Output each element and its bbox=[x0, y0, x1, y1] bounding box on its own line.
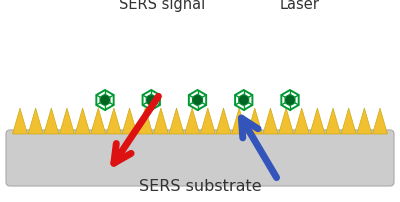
Polygon shape bbox=[263, 108, 278, 134]
Polygon shape bbox=[12, 108, 28, 134]
Polygon shape bbox=[28, 108, 43, 134]
Circle shape bbox=[239, 95, 249, 105]
Polygon shape bbox=[310, 108, 325, 134]
Circle shape bbox=[100, 95, 110, 105]
Polygon shape bbox=[200, 108, 215, 134]
Polygon shape bbox=[122, 108, 137, 134]
Polygon shape bbox=[278, 108, 294, 134]
Polygon shape bbox=[169, 108, 184, 134]
Polygon shape bbox=[216, 108, 231, 134]
Polygon shape bbox=[60, 108, 74, 134]
Polygon shape bbox=[75, 108, 90, 134]
Text: SERS substrate: SERS substrate bbox=[139, 179, 261, 194]
Polygon shape bbox=[247, 108, 262, 134]
Circle shape bbox=[285, 95, 295, 105]
Polygon shape bbox=[106, 108, 122, 134]
Text: SERS signal: SERS signal bbox=[119, 0, 205, 12]
Polygon shape bbox=[138, 108, 153, 134]
Polygon shape bbox=[357, 108, 372, 134]
Circle shape bbox=[192, 95, 202, 105]
Polygon shape bbox=[153, 108, 168, 134]
FancyBboxPatch shape bbox=[6, 130, 394, 186]
Polygon shape bbox=[185, 108, 200, 134]
Circle shape bbox=[146, 95, 156, 105]
Text: Laser: Laser bbox=[280, 0, 320, 12]
Polygon shape bbox=[294, 108, 309, 134]
Polygon shape bbox=[44, 108, 59, 134]
Polygon shape bbox=[326, 108, 340, 134]
Polygon shape bbox=[232, 108, 247, 134]
Polygon shape bbox=[372, 108, 388, 134]
Polygon shape bbox=[91, 108, 106, 134]
Polygon shape bbox=[341, 108, 356, 134]
